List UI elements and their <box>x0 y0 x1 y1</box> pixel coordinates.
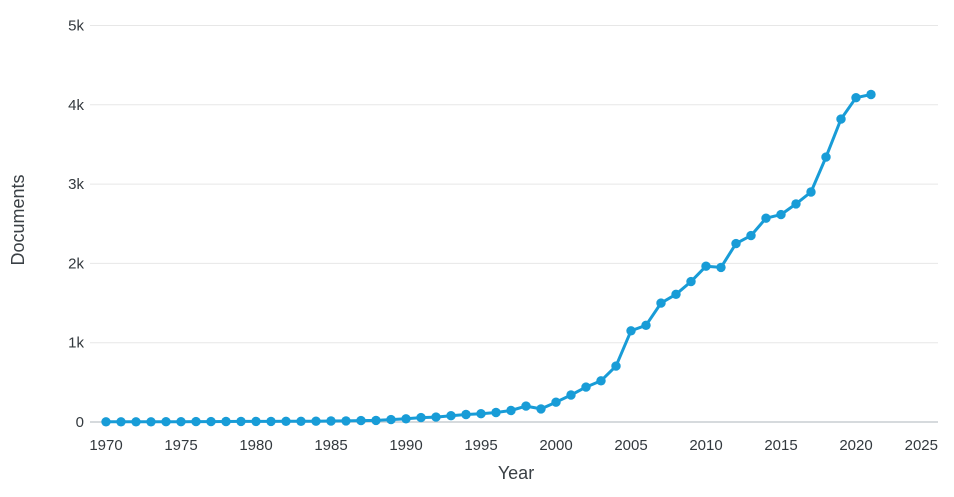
data-point-1976[interactable] <box>191 416 201 427</box>
data-point-2003[interactable] <box>596 376 606 386</box>
data-point-2021[interactable] <box>866 89 876 100</box>
y-tick-label: 4k <box>68 97 84 114</box>
data-point-1984[interactable] <box>311 416 321 426</box>
data-point-2016[interactable] <box>791 199 801 209</box>
data-point-1979[interactable] <box>236 416 246 427</box>
data-point-2000[interactable] <box>551 397 561 407</box>
data-point-1980[interactable] <box>251 416 261 427</box>
data-point-2012[interactable] <box>731 238 741 249</box>
data-point-2008[interactable] <box>671 289 681 299</box>
data-point-2013[interactable] <box>746 230 756 241</box>
x-tick-label: 2010 <box>689 437 722 454</box>
y-tick-label: 3k <box>68 176 84 193</box>
y-axis-title: Documents <box>8 174 28 265</box>
x-tick-label: 2005 <box>614 437 647 454</box>
x-axis-tick-labels: 1970 1975 1980 1985 1990 1995 2000 2005 2010 2015… <box>89 437 938 454</box>
data-point-1988[interactable] <box>371 415 381 426</box>
data-point-2007[interactable] <box>656 298 666 308</box>
x-tick-label: 2015 <box>764 437 797 454</box>
data-point-2015[interactable] <box>776 209 786 220</box>
x-tick-label: 2000 <box>539 437 572 454</box>
data-point-2018[interactable] <box>821 152 831 162</box>
x-tick-label: 2025 <box>905 437 938 454</box>
data-point-1990[interactable] <box>401 414 411 424</box>
data-point-1991[interactable] <box>416 412 426 423</box>
data-point-1992[interactable] <box>431 412 441 422</box>
x-axis-title: Year <box>498 463 534 483</box>
data-point-2017[interactable] <box>806 187 816 197</box>
x-tick-label: 2020 <box>839 437 872 454</box>
data-point-2011[interactable] <box>716 262 726 273</box>
data-point-1973[interactable] <box>146 417 156 427</box>
data-point-1997[interactable] <box>506 405 516 416</box>
data-point-2004[interactable] <box>611 361 621 371</box>
data-point-2009[interactable] <box>686 276 696 287</box>
data-point-1993[interactable] <box>446 411 456 421</box>
x-tick-label: 1990 <box>389 437 422 454</box>
data-point-1986[interactable] <box>341 416 351 426</box>
data-point-1987[interactable] <box>356 415 366 426</box>
data-point-1975[interactable] <box>176 417 186 427</box>
data-point-1985[interactable] <box>326 416 336 426</box>
data-point-2002[interactable] <box>581 382 591 392</box>
x-tick-label: 1980 <box>239 437 272 454</box>
x-tick-label: 1975 <box>164 437 197 454</box>
data-point-1983[interactable] <box>296 416 306 426</box>
data-point-1998[interactable] <box>521 401 531 411</box>
series-line[interactable] <box>104 93 873 424</box>
data-point-2019[interactable] <box>836 114 846 124</box>
data-point-1974[interactable] <box>161 417 171 427</box>
y-tick-label: 5k <box>68 18 84 35</box>
data-point-1978[interactable] <box>221 416 231 427</box>
x-tick-label: 1970 <box>89 437 122 454</box>
data-point-1994[interactable] <box>461 409 471 420</box>
data-point-2005[interactable] <box>626 326 636 336</box>
data-point-2010[interactable] <box>701 261 711 271</box>
data-point-1970[interactable] <box>101 417 111 427</box>
data-point-2006[interactable] <box>641 320 651 330</box>
y-tick-label: 1k <box>68 335 84 352</box>
data-point-1982[interactable] <box>281 416 291 426</box>
data-point-1996[interactable] <box>491 407 501 418</box>
data-point-2014[interactable] <box>761 213 771 223</box>
y-tick-label: 0 <box>76 414 84 431</box>
data-point-1995[interactable] <box>476 409 486 419</box>
gridlines <box>90 25 938 423</box>
data-point-2020[interactable] <box>851 93 861 103</box>
documents-series[interactable] <box>101 89 876 427</box>
x-tick-label: 1995 <box>464 437 497 454</box>
data-point-1971[interactable] <box>116 417 126 427</box>
data-point-1972[interactable] <box>131 417 141 427</box>
y-axis-tick-labels: 0 1k 2k 3k 4k 5k <box>68 18 84 432</box>
data-point-1999[interactable] <box>536 404 546 414</box>
data-point-1989[interactable] <box>386 414 396 425</box>
x-tick-label: 1985 <box>314 437 347 454</box>
y-tick-label: 2k <box>68 255 84 272</box>
data-point-2001[interactable] <box>566 390 576 400</box>
data-point-1977[interactable] <box>206 416 216 427</box>
data-point-1981[interactable] <box>266 416 276 427</box>
